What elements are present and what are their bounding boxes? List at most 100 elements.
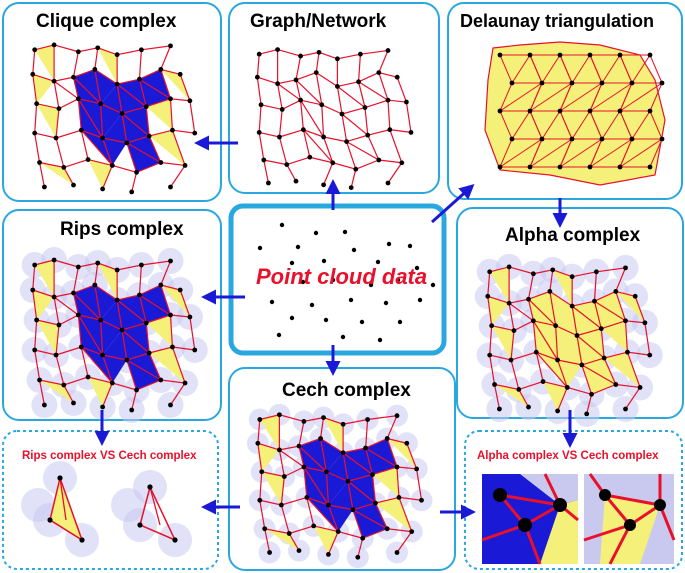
- edge: [567, 386, 592, 395]
- node: [319, 102, 325, 108]
- edge: [170, 314, 190, 318]
- edge: [658, 504, 676, 541]
- node: [301, 464, 307, 470]
- edge: [100, 319, 104, 356]
- node: [37, 377, 42, 383]
- edge: [510, 359, 520, 390]
- edge: [78, 262, 98, 268]
- edge: [557, 387, 568, 412]
- edge: [72, 51, 79, 78]
- edge: [386, 438, 398, 468]
- node: [553, 323, 559, 329]
- edge: [55, 129, 82, 139]
- node: [376, 70, 382, 75]
- edge: [279, 414, 305, 422]
- edge: [378, 72, 398, 78]
- yellow-simplex: [97, 47, 118, 85]
- edge: [508, 302, 534, 322]
- edge: [347, 480, 376, 504]
- edge: [279, 445, 300, 451]
- edge: [277, 83, 301, 101]
- edge: [121, 113, 128, 143]
- yellow-simplex: [88, 377, 113, 407]
- node: [385, 48, 391, 53]
- edge: [326, 471, 349, 482]
- edge: [535, 351, 568, 388]
- edge: [619, 82, 663, 112]
- node: [78, 127, 84, 133]
- node: [57, 475, 63, 481]
- edge: [126, 142, 162, 164]
- edge: [396, 466, 417, 470]
- node: [293, 178, 299, 184]
- edge: [32, 264, 36, 291]
- edge: [323, 162, 334, 186]
- point: [289, 260, 295, 266]
- blue-simplex: [352, 503, 388, 529]
- edge: [34, 259, 55, 266]
- yellow-simplex: [36, 103, 59, 138]
- yellow-simplex: [487, 296, 510, 326]
- node: [261, 157, 267, 163]
- edge: [555, 325, 559, 361]
- edge: [510, 330, 515, 361]
- edge: [278, 449, 285, 477]
- edge: [160, 68, 181, 75]
- edge: [593, 301, 602, 329]
- edge: [138, 264, 142, 296]
- node: [286, 531, 292, 536]
- edge: [591, 383, 617, 395]
- edge: [624, 320, 629, 353]
- node: [526, 404, 531, 410]
- clique-complex-figure: [30, 42, 198, 195]
- point: [386, 241, 392, 247]
- edge: [631, 54, 651, 84]
- node: [53, 135, 59, 141]
- edge: [179, 74, 191, 101]
- node: [275, 47, 280, 52]
- node: [365, 417, 370, 422]
- node: [147, 484, 153, 490]
- edge: [603, 357, 617, 385]
- edge: [346, 141, 380, 161]
- edge: [491, 325, 515, 332]
- node: [485, 293, 491, 299]
- edge: [259, 414, 280, 421]
- edge: [341, 106, 366, 115]
- edge: [171, 129, 186, 166]
- edge: [626, 351, 641, 388]
- yellow-simplex: [149, 347, 186, 383]
- node: [335, 56, 340, 62]
- node: [518, 518, 532, 532]
- edge: [631, 110, 651, 140]
- blue-simplex: [117, 79, 147, 107]
- point: [397, 319, 403, 325]
- edge: [139, 284, 162, 296]
- edge: [489, 354, 512, 361]
- edge: [615, 291, 627, 321]
- edge: [126, 142, 138, 173]
- edge: [121, 322, 147, 331]
- node: [298, 97, 303, 103]
- edge: [319, 438, 328, 472]
- yellow-simplex: [557, 335, 582, 365]
- rips-vs-cech-title: Rips complex VS Cech complex: [22, 450, 197, 462]
- edge: [146, 314, 171, 324]
- node: [258, 102, 264, 108]
- node: [139, 47, 144, 53]
- edge: [97, 262, 118, 271]
- node: [340, 450, 346, 456]
- edge: [117, 264, 142, 271]
- point: [342, 229, 348, 235]
- node: [124, 357, 130, 363]
- node: [95, 260, 101, 266]
- blue-simplex: [328, 481, 353, 510]
- edge: [131, 389, 138, 411]
- node: [555, 357, 560, 363]
- edge: [559, 110, 573, 140]
- edge: [499, 82, 513, 112]
- edge: [102, 382, 113, 408]
- edge: [302, 129, 311, 158]
- edge: [358, 81, 389, 101]
- node: [526, 296, 531, 302]
